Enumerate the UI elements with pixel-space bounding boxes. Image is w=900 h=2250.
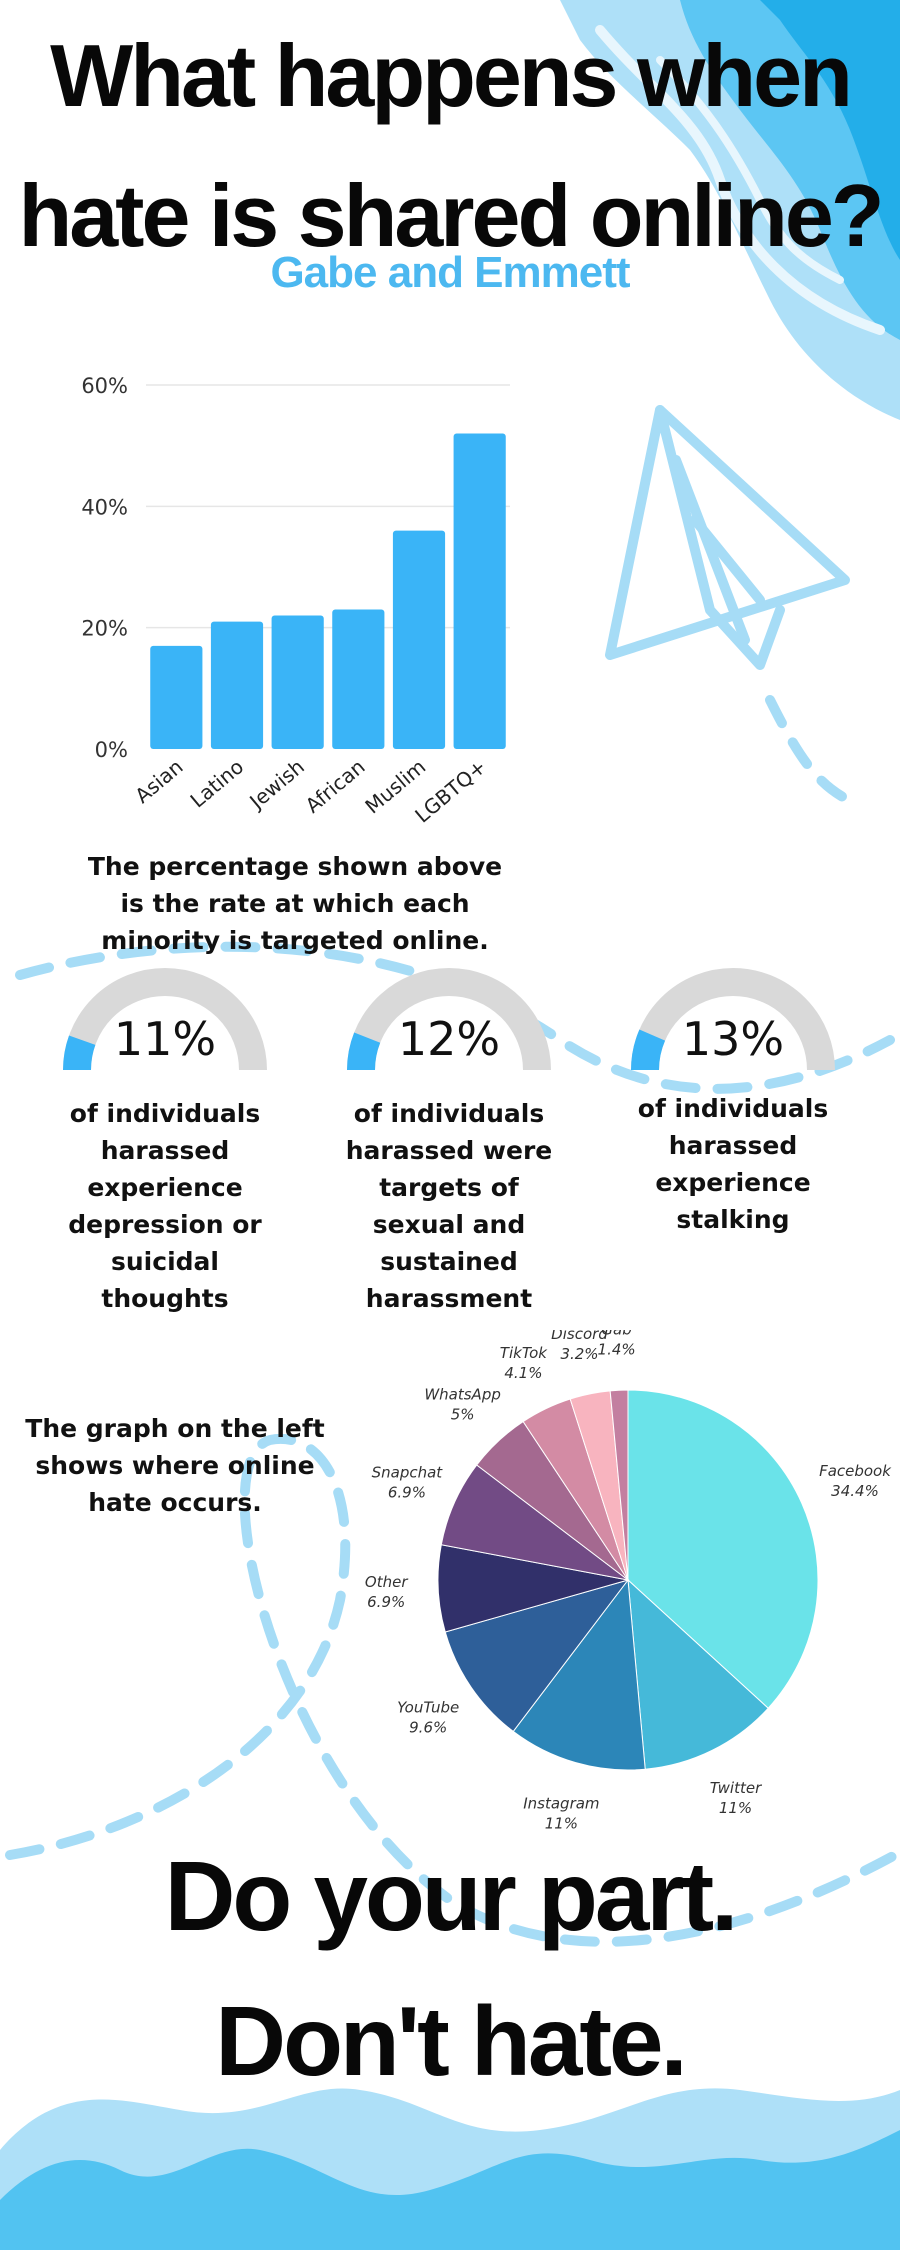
page-subtitle: Gabe and Emmett [270,248,630,297]
bar [392,530,446,749]
pie-slice [444,1579,630,1733]
bar [453,433,506,749]
gauge-group [63,968,835,1071]
pie-value-label: 9.6% [409,1719,447,1737]
gauge-fill [347,1032,381,1071]
pie-value-label: 11% [545,1815,578,1833]
stat-description-2: of individuals harassed were targets of … [345,1099,553,1313]
stat-value-3: 13% [681,1012,785,1066]
x-tick-label: Jewish [243,754,308,814]
pie-value-label: 11% [719,1799,752,1817]
bar [271,615,324,749]
pie-label: Other [365,1573,408,1591]
y-tick-label: 40% [81,495,128,519]
bar [210,621,264,749]
y-tick-label: 0% [95,738,128,762]
pie-slice [512,1578,646,1771]
title-line-2: hate is shared online? [18,166,884,265]
bar-chart-caption: The percentage shown above is the rate a… [87,852,503,955]
pie-label: TikTok [500,1344,549,1362]
slogan-line-2: Don't hate. [215,1986,687,2096]
x-tick-label: Latino [186,754,249,812]
paper-plane-icon [605,405,865,810]
pie-value-label: 3.2% [560,1345,598,1363]
pie-label: WhatsApp [424,1385,501,1403]
pie-label: Facebook [819,1462,892,1480]
pie-value-label: 5% [451,1405,475,1423]
pie-slice [627,1578,769,1770]
pie-chart: Facebook 34.4% Twitter 11% Instagram 11% YouTu… [365,1330,892,1833]
pie-label: YouTube [397,1699,459,1717]
gauge-fill [63,1035,96,1071]
bar [332,609,385,749]
pie-slice [609,1389,629,1581]
pie-value-label: 34.4% [831,1482,879,1500]
stat-description-1: of individuals harassed experience depre… [68,1099,262,1313]
stat-value-2: 12% [397,1012,501,1066]
pie-value-label: 1.4% [598,1340,636,1358]
pie-label: Gab [601,1330,631,1338]
gauge-track [631,968,835,1071]
page-title: What happens when hate is shared online? [0,6,900,286]
pie-value-label: 6.9% [388,1484,426,1502]
y-tick-label: 60% [81,374,128,398]
pie-slice [627,1389,819,1709]
pie-chart-caption: The graph on the left shows where online… [25,1414,325,1517]
gauge-track [347,968,551,1071]
pie-value-label: 4.1% [504,1364,542,1382]
stat-value-1: 11% [113,1012,217,1066]
dashed-swirl-decoration [5,1433,900,1947]
gauge-fill [631,1029,666,1071]
stat-description-3: of individuals harassed experience stalk… [637,1094,829,1234]
wave-corner-decoration [560,0,900,420]
pie-label: Snapchat [372,1464,444,1482]
title-line-1: What happens when [50,26,853,125]
slogan-line-1: Do your part. [164,1841,739,1951]
y-tick-label: 20% [81,617,128,641]
wave-footer-decoration [0,2088,900,2250]
bar-chart: 0%20%40%60%AsianLatinoJewishAfricanMusli… [81,374,510,828]
bar [150,645,203,749]
x-tick-label: Asian [130,754,187,807]
pie-value-label: 6.9% [367,1593,405,1611]
pie-label: Discord [551,1330,608,1343]
x-tick-label: African [301,754,370,817]
pie-label: Twitter [710,1779,762,1797]
pie-label: Instagram [523,1795,599,1813]
gauge-track [63,968,267,1071]
